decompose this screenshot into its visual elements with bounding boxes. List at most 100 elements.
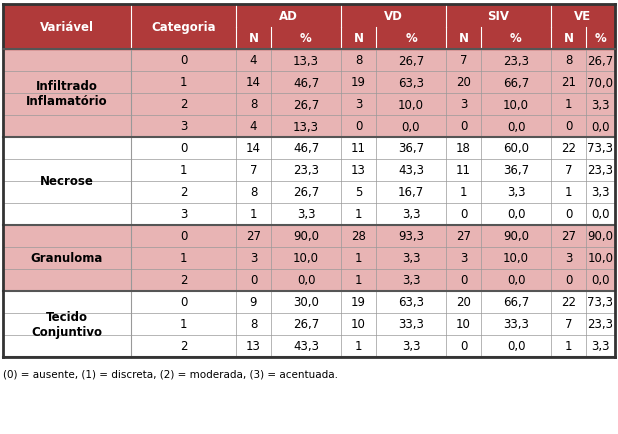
Bar xyxy=(3,5,615,28)
Text: 8: 8 xyxy=(250,318,257,331)
Text: 1: 1 xyxy=(180,318,187,331)
Text: %: % xyxy=(595,33,606,46)
Text: 10,0: 10,0 xyxy=(398,98,424,111)
Text: 3: 3 xyxy=(180,208,187,221)
Text: 36,7: 36,7 xyxy=(503,164,529,177)
Text: 26,7: 26,7 xyxy=(398,54,424,67)
Text: 63,3: 63,3 xyxy=(398,296,424,309)
Text: 73,3: 73,3 xyxy=(588,142,614,155)
Text: 21: 21 xyxy=(561,76,576,89)
Text: 60,0: 60,0 xyxy=(503,142,529,155)
Text: 0,0: 0,0 xyxy=(507,274,525,287)
Text: Variável: Variável xyxy=(40,21,94,34)
Bar xyxy=(3,291,615,357)
Text: VE: VE xyxy=(575,10,591,23)
Text: 23,3: 23,3 xyxy=(293,164,319,177)
Bar xyxy=(3,138,615,226)
Text: 1: 1 xyxy=(460,186,467,199)
Text: 26,7: 26,7 xyxy=(293,186,319,199)
Text: 14: 14 xyxy=(246,142,261,155)
Text: 1: 1 xyxy=(355,274,362,287)
Text: 3: 3 xyxy=(460,98,467,111)
Text: 1: 1 xyxy=(565,340,572,353)
Text: 0,0: 0,0 xyxy=(297,274,315,287)
Text: 10,0: 10,0 xyxy=(588,252,614,265)
Text: 0: 0 xyxy=(565,208,572,221)
Text: 3,3: 3,3 xyxy=(402,252,420,265)
Text: 0,0: 0,0 xyxy=(507,340,525,353)
Text: 3: 3 xyxy=(460,252,467,265)
Text: 20: 20 xyxy=(456,296,471,309)
Text: Necrose: Necrose xyxy=(40,175,94,188)
Text: AD: AD xyxy=(279,10,298,23)
Text: 18: 18 xyxy=(456,142,471,155)
Text: 90,0: 90,0 xyxy=(503,230,529,243)
Text: 1: 1 xyxy=(355,252,362,265)
Text: 3,3: 3,3 xyxy=(402,208,420,221)
Text: 23,3: 23,3 xyxy=(503,54,529,67)
Text: 20: 20 xyxy=(456,76,471,89)
Text: 13,3: 13,3 xyxy=(293,120,319,133)
Text: 1: 1 xyxy=(180,164,187,177)
Text: 26,7: 26,7 xyxy=(293,98,319,111)
Text: 1: 1 xyxy=(355,340,362,353)
Text: 73,3: 73,3 xyxy=(588,296,614,309)
Text: 7: 7 xyxy=(460,54,467,67)
Text: 23,3: 23,3 xyxy=(588,164,614,177)
Text: 0: 0 xyxy=(460,340,467,353)
Text: 70,0: 70,0 xyxy=(588,76,614,89)
Text: 1: 1 xyxy=(180,76,187,89)
Text: 3: 3 xyxy=(355,98,362,111)
Text: 4: 4 xyxy=(250,54,257,67)
Text: 27: 27 xyxy=(456,230,471,243)
Text: 4: 4 xyxy=(250,120,257,133)
Text: 46,7: 46,7 xyxy=(293,142,319,155)
Text: 0: 0 xyxy=(250,274,257,287)
Text: 3,3: 3,3 xyxy=(507,186,525,199)
Text: 3,3: 3,3 xyxy=(591,340,610,353)
Text: 23,3: 23,3 xyxy=(588,318,614,331)
Text: 33,3: 33,3 xyxy=(503,318,529,331)
Text: 3,3: 3,3 xyxy=(591,186,610,199)
Text: 7: 7 xyxy=(250,164,257,177)
Text: 7: 7 xyxy=(565,164,572,177)
Text: 90,0: 90,0 xyxy=(293,230,319,243)
Text: 0,0: 0,0 xyxy=(591,274,610,287)
Text: 26,7: 26,7 xyxy=(587,54,614,67)
Text: 2: 2 xyxy=(180,274,187,287)
Text: 0: 0 xyxy=(460,208,467,221)
Bar xyxy=(3,226,615,291)
Text: 0: 0 xyxy=(355,120,362,133)
Text: 0,0: 0,0 xyxy=(507,120,525,133)
Text: 10,0: 10,0 xyxy=(503,98,529,111)
Text: 3: 3 xyxy=(180,120,187,133)
Text: 66,7: 66,7 xyxy=(503,76,529,89)
Text: 5: 5 xyxy=(355,186,362,199)
Text: (0) = ausente, (1) = discreta, (2) = moderada, (3) = acentuada.: (0) = ausente, (1) = discreta, (2) = mod… xyxy=(3,369,338,379)
Text: 1: 1 xyxy=(180,252,187,265)
Text: 10: 10 xyxy=(456,318,471,331)
Text: 1: 1 xyxy=(565,98,572,111)
Text: 1: 1 xyxy=(565,186,572,199)
Text: 11: 11 xyxy=(456,164,471,177)
Bar xyxy=(3,50,615,138)
Text: 8: 8 xyxy=(250,98,257,111)
Text: 3,3: 3,3 xyxy=(297,208,315,221)
Text: 90,0: 90,0 xyxy=(588,230,614,243)
Text: %: % xyxy=(405,33,417,46)
Text: 19: 19 xyxy=(351,76,366,89)
Text: 13: 13 xyxy=(246,340,261,353)
Text: 43,3: 43,3 xyxy=(398,164,424,177)
Text: 11: 11 xyxy=(351,142,366,155)
Text: Infiltrado
Inflamatório: Infiltrado Inflamatório xyxy=(26,80,108,108)
Text: Categoria: Categoria xyxy=(151,21,216,34)
Text: 9: 9 xyxy=(250,296,257,309)
Text: 16,7: 16,7 xyxy=(398,186,424,199)
Text: 3,3: 3,3 xyxy=(402,274,420,287)
Text: 7: 7 xyxy=(565,318,572,331)
Text: 13: 13 xyxy=(351,164,366,177)
Text: N: N xyxy=(353,33,363,46)
Text: 1: 1 xyxy=(250,208,257,221)
Text: %: % xyxy=(510,33,522,46)
Text: 0: 0 xyxy=(180,54,187,67)
